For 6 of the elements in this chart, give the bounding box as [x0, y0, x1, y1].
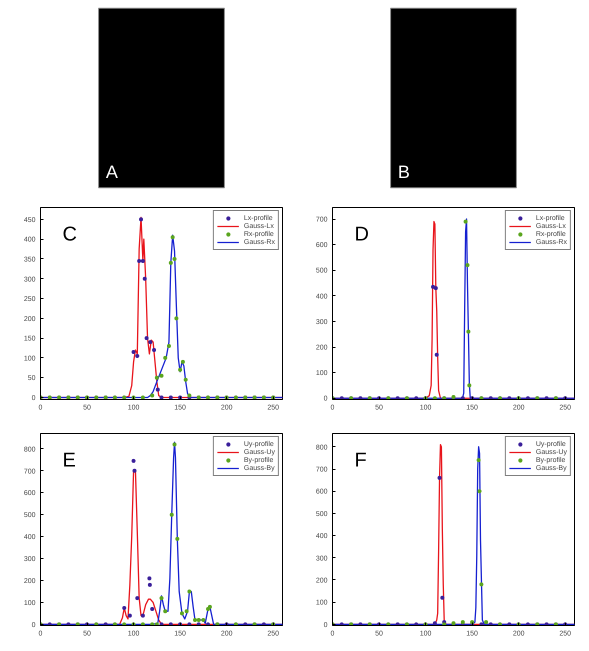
text: B — [398, 162, 410, 182]
text: F — [354, 450, 367, 472]
text: E — [62, 450, 76, 472]
text: C — [62, 224, 77, 246]
text: D — [354, 224, 369, 246]
text: A — [106, 162, 118, 182]
